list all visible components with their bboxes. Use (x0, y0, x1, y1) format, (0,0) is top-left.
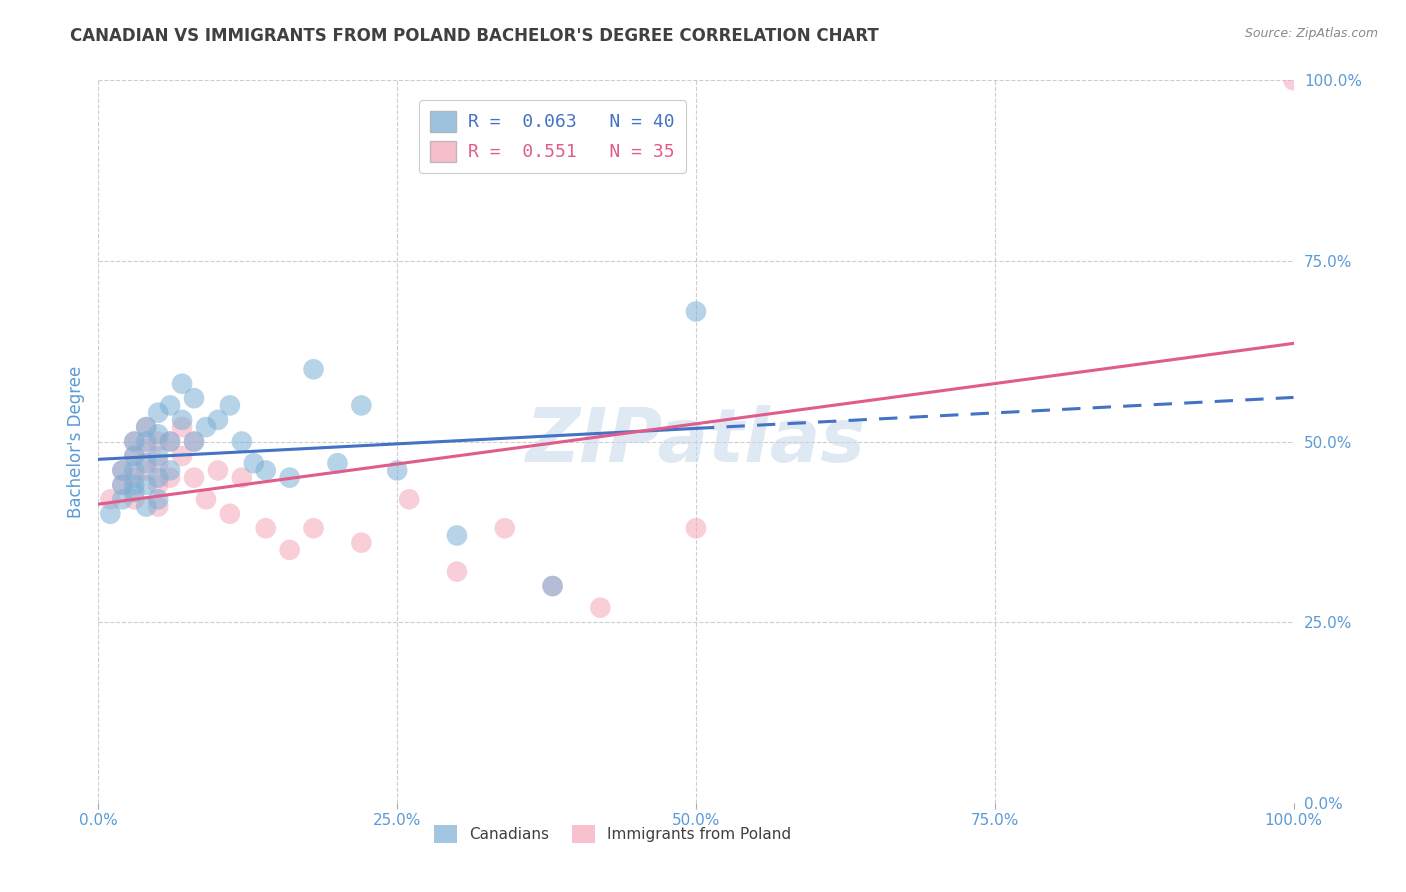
Point (183, 470, 205, 484)
Point (326, 456, 349, 470)
Point (135, 456, 157, 470)
Point (302, 362, 325, 376)
Point (135, 434, 157, 449)
Point (219, 507, 242, 521)
Point (159, 463, 181, 477)
Point (1282, 73, 1305, 87)
Point (135, 500, 157, 514)
Point (302, 521, 325, 535)
Point (148, 434, 170, 449)
Point (124, 463, 146, 477)
Point (159, 434, 181, 449)
Point (148, 449, 170, 463)
Point (172, 376, 194, 391)
Point (111, 478, 134, 492)
Point (159, 434, 181, 449)
Point (111, 478, 134, 492)
Text: Source: ZipAtlas.com: Source: ZipAtlas.com (1244, 27, 1378, 40)
Point (685, 521, 707, 535)
Point (231, 434, 253, 449)
Point (183, 434, 205, 449)
Point (148, 478, 170, 492)
Point (207, 463, 229, 477)
Point (135, 420, 157, 434)
Point (124, 449, 146, 463)
Point (148, 427, 170, 442)
Point (148, 406, 170, 420)
Text: CANADIAN VS IMMIGRANTS FROM POLAND BACHELOR'S DEGREE CORRELATION CHART: CANADIAN VS IMMIGRANTS FROM POLAND BACHE… (70, 27, 879, 45)
Point (207, 413, 229, 427)
Point (195, 492, 218, 507)
Point (172, 449, 194, 463)
Point (124, 434, 146, 449)
Point (254, 463, 277, 477)
Point (254, 521, 277, 535)
Point (589, 600, 612, 615)
Point (350, 398, 373, 412)
Point (98, 492, 122, 507)
Point (135, 442, 157, 456)
Point (148, 500, 170, 514)
Point (124, 485, 146, 500)
Point (541, 579, 564, 593)
Point (446, 528, 468, 542)
Point (124, 478, 146, 492)
Point (148, 456, 170, 470)
Point (124, 449, 146, 463)
Point (446, 565, 468, 579)
Point (243, 456, 266, 470)
Point (350, 535, 373, 549)
Point (159, 398, 181, 412)
Point (385, 463, 409, 477)
Point (124, 434, 146, 449)
Point (183, 391, 205, 405)
Y-axis label: Bachelor's Degree: Bachelor's Degree (66, 366, 84, 517)
Point (494, 521, 516, 535)
Point (111, 492, 134, 507)
Point (135, 420, 157, 434)
Point (541, 579, 564, 593)
Point (278, 470, 301, 484)
Point (278, 542, 301, 557)
Point (135, 463, 157, 477)
Legend: Canadians, Immigrants from Poland: Canadians, Immigrants from Poland (427, 819, 797, 849)
Point (219, 398, 242, 412)
Point (195, 420, 218, 434)
Point (148, 470, 170, 484)
Point (398, 492, 420, 507)
Point (111, 463, 134, 477)
Point (183, 434, 205, 449)
Point (231, 470, 253, 484)
Point (98, 507, 122, 521)
Point (135, 478, 157, 492)
Point (111, 463, 134, 477)
Point (148, 492, 170, 507)
Point (685, 304, 707, 318)
Point (124, 492, 146, 507)
Point (124, 470, 146, 484)
Point (172, 413, 194, 427)
Text: ZIPatlas: ZIPatlas (526, 405, 866, 478)
Point (172, 420, 194, 434)
Point (159, 470, 181, 484)
